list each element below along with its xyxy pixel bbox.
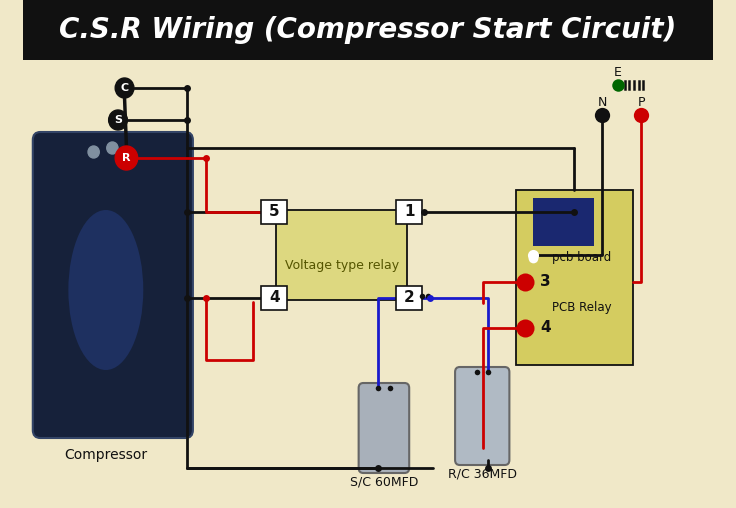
Text: C.S.R Wiring (Compressor Start Circuit): C.S.R Wiring (Compressor Start Circuit) [60,16,676,44]
Text: 4: 4 [269,291,280,305]
Text: PCB Relay: PCB Relay [552,302,612,314]
Text: 2: 2 [404,291,414,305]
Text: R/C 36MFD: R/C 36MFD [447,467,517,481]
FancyBboxPatch shape [396,200,422,224]
FancyBboxPatch shape [516,190,633,365]
Circle shape [109,110,127,130]
Text: P: P [637,96,645,109]
FancyBboxPatch shape [455,367,509,465]
Text: 5: 5 [269,205,280,219]
Ellipse shape [68,210,144,370]
Text: C: C [121,83,129,93]
Circle shape [116,146,138,170]
Text: 4: 4 [540,321,551,335]
Circle shape [116,78,134,98]
FancyBboxPatch shape [24,0,712,60]
Text: Voltage type relay: Voltage type relay [285,259,399,271]
FancyBboxPatch shape [396,286,422,310]
FancyBboxPatch shape [261,286,288,310]
FancyBboxPatch shape [358,383,409,473]
Text: Compressor: Compressor [64,448,147,462]
Text: 3: 3 [540,274,551,290]
FancyBboxPatch shape [33,132,193,438]
Text: S: S [114,115,122,125]
Text: N: N [598,96,606,109]
Text: pcb board: pcb board [552,251,612,265]
FancyBboxPatch shape [261,200,288,224]
Circle shape [107,142,118,154]
Text: R: R [122,153,131,163]
FancyBboxPatch shape [533,198,594,246]
Text: E: E [614,67,622,79]
Text: 1: 1 [404,205,414,219]
Circle shape [88,146,99,158]
Text: S/C 60MFD: S/C 60MFD [350,475,418,489]
FancyBboxPatch shape [276,210,407,300]
